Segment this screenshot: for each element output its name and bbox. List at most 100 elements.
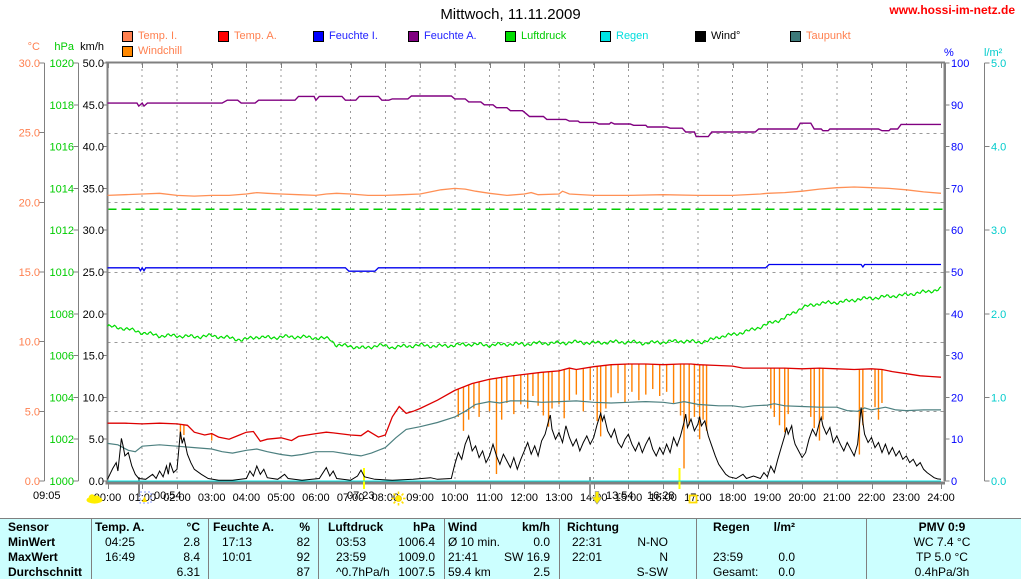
axis-tick-label: 1012	[50, 225, 74, 237]
sun-icon	[391, 491, 406, 511]
legend-label: Feuchte I.	[329, 30, 378, 42]
table-value: N-NO	[637, 535, 668, 549]
legend-label: Luftdruck	[521, 30, 567, 42]
weather-chart-canvas: 30.025.020.015.010.05.00.0°C102010181016…	[19, 41, 1007, 504]
sunset-square-icon	[688, 491, 698, 509]
x-tick-label: 02:00	[163, 492, 191, 504]
table-column-divider	[443, 519, 445, 579]
axis-tick-label: 5.0	[25, 406, 40, 418]
legend-label: Temp. I.	[138, 30, 178, 42]
x-tick-label: 08:00	[372, 492, 400, 504]
series-luftdruck	[107, 286, 942, 350]
axis-unit-label: km/h	[80, 41, 104, 53]
table-value: S-SW	[636, 565, 668, 579]
series-feuchte-innen	[107, 263, 941, 272]
x-tick-label: 15:00	[615, 492, 643, 504]
table-header: Richtung	[567, 520, 619, 534]
table-time: 23:59	[336, 550, 367, 564]
x-tick-label: 13:00	[545, 492, 573, 504]
table-value: 0.0	[533, 535, 550, 549]
table-column-divider	[558, 519, 560, 579]
annotation-time: 00:54	[154, 490, 182, 502]
axis-tick-label: 60	[951, 225, 963, 237]
axis-tick-label: 10.0	[19, 337, 40, 349]
axis-left-hPa: 1020 1018 1016 1014 1012 1010 1008 1006 1004 1002…	[50, 41, 79, 488]
x-tick-label: 21:00	[823, 492, 851, 504]
axis-tick-label: 50	[951, 267, 963, 279]
axis-tick-label: 35.0	[83, 183, 104, 195]
legend-swatch-icon	[695, 31, 706, 42]
table-value: 0.0	[778, 550, 795, 564]
table-time: 21:41	[448, 550, 479, 564]
x-tick-label: 06:00	[302, 492, 330, 504]
annotation-00-54: 00:54	[154, 490, 182, 502]
axis-tick-label: 1004	[50, 392, 74, 404]
axis-tick-label: 1014	[50, 183, 74, 195]
x-tick-label: 09:00	[406, 492, 434, 504]
table-header: PMV 0:9	[918, 520, 966, 534]
table-time: 22:01	[572, 550, 603, 564]
axis-tick-label: 10	[951, 434, 963, 446]
axis-tick-label: 2.0	[991, 309, 1006, 321]
table-header: Temp. A.	[95, 520, 145, 534]
site-url-link[interactable]: www.hossi-im-netz.de	[889, 3, 1015, 17]
axis-tick-label: 1020	[50, 58, 74, 70]
series-taupunkt	[107, 400, 941, 457]
table-time: 22:31	[572, 535, 603, 549]
legend-label: Wind°	[711, 30, 741, 42]
axis-tick-label: 90	[951, 100, 963, 112]
legend-swatch-icon	[218, 31, 229, 42]
annotation-time: 09:05	[33, 490, 61, 502]
legend-swatch-icon	[313, 31, 324, 42]
axis-tick-label: 20.0	[83, 309, 104, 321]
table-value: 1006.4	[398, 535, 435, 549]
axis-tick-label: 1010	[50, 267, 74, 279]
legend-swatch-icon	[505, 31, 516, 42]
x-tick-label: 10:00	[441, 492, 469, 504]
table-value: 0.0	[778, 565, 795, 579]
axis-right-1: 5.0 4.0 3.0 2.0 1.0 0.0 l/m²	[984, 47, 1006, 488]
axis-tick-label: 0	[951, 476, 957, 488]
axis-tick-label: 1008	[50, 309, 74, 321]
x-tick-label: 11:00	[476, 492, 503, 504]
table-unit: hPa	[412, 520, 435, 534]
series-temp-aussen	[107, 363, 942, 443]
x-tick-label: 19:00	[754, 492, 782, 504]
table-value: 0.4hPa/3h	[914, 565, 970, 579]
table-value: 1009.0	[398, 550, 435, 564]
table-header: Luftdruck	[328, 520, 384, 534]
table-value: 87	[296, 565, 310, 579]
axis-tick-label: 30.0	[83, 225, 104, 237]
table-unit: l/m²	[773, 520, 795, 534]
axis-tick-label: 70	[951, 183, 963, 195]
axis-tick-label: 20	[951, 392, 963, 404]
x-tick-label: 20:00	[788, 492, 816, 504]
gridlines	[107, 63, 944, 481]
legend-label: Taupunkt	[806, 30, 851, 42]
legend-swatch-icon	[122, 46, 133, 57]
page-title: Mittwoch, 11.11.2009	[440, 6, 581, 23]
axis-unit-label: l/m²	[984, 47, 1003, 59]
axis-tick-label: 25.0	[83, 267, 104, 279]
axis-tick-label: 1006	[50, 351, 74, 363]
axis-tick-label: 50.0	[83, 58, 104, 70]
legend-label: Windchill	[138, 45, 183, 57]
axis-tick-label: 1016	[50, 142, 74, 154]
axis-tick-label: 0.0	[991, 476, 1006, 488]
axis-tick-label: 25.0	[19, 128, 40, 140]
x-tick-label: 24:00	[927, 492, 955, 504]
x-tick-label: 05:00	[267, 492, 295, 504]
annotation-time: 07:23	[347, 490, 375, 502]
statistics-table: Sensor MinWert MaxWert Durchschnitt Temp. A.…	[0, 518, 1021, 579]
table-column-divider	[695, 519, 697, 579]
table-value: 1007.5	[398, 565, 435, 579]
table-time: 04:25	[105, 535, 136, 549]
table-header: Regen	[713, 520, 750, 534]
x-tick-label: 01:00	[128, 492, 156, 504]
x-tick-label: 04:00	[233, 492, 261, 504]
axis-tick-label: 0.0	[89, 476, 104, 488]
x-tick-label: 12:00	[510, 492, 538, 504]
x-tick-label: 16:00	[649, 492, 677, 504]
axis-tick-label: 1.0	[991, 392, 1006, 404]
